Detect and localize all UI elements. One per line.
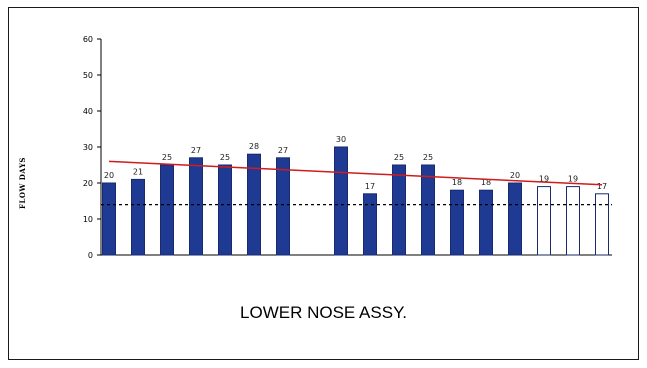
bar-data-label: 25 <box>162 153 172 162</box>
y-tick-label: 40 <box>83 107 93 116</box>
bar-data-label: 17 <box>365 182 375 191</box>
y-tick-label: 50 <box>83 71 93 80</box>
bar-data-label: 30 <box>336 135 346 144</box>
bar <box>189 157 203 256</box>
y-axis-label: FLOW DAYS <box>18 157 27 209</box>
y-tick-label: 30 <box>83 143 93 152</box>
bar <box>160 164 174 256</box>
chart-axes: 0 10 20 30 40 50 60 <box>83 35 612 260</box>
data-labels: 20 21 25 27 25 28 27 30 17 25 25 18 18 20 19 19 17 <box>104 135 607 191</box>
bar-data-label: 27 <box>191 146 201 155</box>
bar-data-label: 28 <box>249 142 259 151</box>
bar <box>102 182 116 256</box>
bar-data-label: 17 <box>597 182 607 191</box>
y-tick-label: 20 <box>83 179 93 188</box>
bar <box>537 186 551 256</box>
bar <box>479 189 493 256</box>
bar <box>334 146 348 256</box>
bar-series <box>102 146 609 256</box>
chart-title: LOWER NOSE ASSY. <box>240 303 407 322</box>
bar <box>363 193 377 256</box>
bar <box>421 164 435 256</box>
bar <box>450 189 464 256</box>
bar <box>508 182 522 256</box>
bar-data-label: 19 <box>568 175 578 184</box>
bar-data-label: 18 <box>452 178 462 187</box>
bar-data-label: 25 <box>423 153 433 162</box>
bar <box>392 164 406 256</box>
bar-data-label: 25 <box>220 153 230 162</box>
reference-lines <box>101 160 612 206</box>
trend-line <box>108 160 603 186</box>
bar-data-label: 25 <box>394 153 404 162</box>
bar <box>566 186 580 256</box>
bar-data-label: 20 <box>104 171 114 180</box>
bar-data-label: 21 <box>133 167 143 176</box>
bar <box>218 164 232 256</box>
bar <box>131 178 145 256</box>
bar-data-label: 18 <box>481 178 491 187</box>
bar-data-label: 19 <box>539 175 549 184</box>
y-tick-label: 0 <box>88 251 93 260</box>
bar-data-label: 27 <box>278 146 288 155</box>
y-tick-label: 60 <box>83 35 93 44</box>
bar <box>276 157 290 256</box>
y-tick-label: 10 <box>83 215 93 224</box>
bar <box>595 193 609 256</box>
bar-data-label: 20 <box>510 171 520 180</box>
